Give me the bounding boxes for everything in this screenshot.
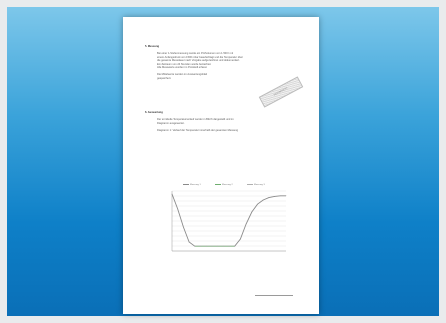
section-two-heading: 6. Auswertung bbox=[145, 111, 163, 114]
section-one-line-1: Bei einer 1-Stufenmessung wurde ein Prüf… bbox=[157, 52, 234, 55]
data-point bbox=[205, 245, 207, 247]
series-line-1 bbox=[171, 193, 286, 247]
section-two-line-2: Diagramm ausgewertet. bbox=[157, 121, 185, 125]
data-point bbox=[268, 197, 270, 198]
chart-legend: Messung 1 Messung 2 Messung 3 bbox=[175, 184, 285, 188]
section-one-line-3: die gesamte Messdauer nach Vorgabe aufge… bbox=[157, 59, 240, 62]
data-point bbox=[251, 211, 253, 213]
data-point bbox=[257, 203, 258, 205]
temperature-chart bbox=[171, 190, 287, 252]
legend-item-3: Messung 3 bbox=[247, 184, 265, 186]
section-one-line-2: einem Anfangsdruck von 1500 mbar beaufsc… bbox=[157, 55, 243, 59]
section-one-heading: 5. Messung bbox=[145, 45, 160, 48]
legend-swatch-2 bbox=[215, 184, 221, 185]
section-one-line-5: Alle Messwerte wurden im Protokoll erfas… bbox=[157, 66, 208, 69]
chart-axes bbox=[171, 191, 286, 252]
axis-lines bbox=[171, 191, 286, 252]
data-point bbox=[188, 241, 190, 243]
section-two-line-1: Der ermittelte Temperaturverlauf wurde i… bbox=[157, 118, 234, 121]
data-point bbox=[228, 245, 230, 247]
data-point bbox=[245, 223, 247, 225]
data-point bbox=[217, 245, 218, 247]
legend-item-1: Messung 1 bbox=[183, 184, 201, 186]
data-point bbox=[240, 238, 241, 240]
legend-item-2: Messung 2 bbox=[215, 184, 233, 186]
data-point bbox=[234, 245, 236, 247]
data-point bbox=[183, 226, 184, 228]
data-point bbox=[171, 193, 173, 195]
section-one-line-4: Ein Zeitraum von 24 Stunden wurde betrac… bbox=[157, 62, 212, 66]
legend-swatch-1 bbox=[183, 184, 189, 185]
data-point bbox=[177, 208, 179, 210]
section-one-line-6: Die Mittelwerte wurden im Auswertungsbla… bbox=[157, 73, 208, 76]
data-point bbox=[274, 196, 275, 197]
chart-gridlines bbox=[172, 190, 286, 252]
chart-series bbox=[171, 193, 287, 247]
diagonal-stamp: PRÜFBERICHT bbox=[258, 76, 304, 108]
footer-rule bbox=[255, 295, 293, 296]
legend-swatch-3 bbox=[247, 184, 253, 185]
document-page: 5. Messung Bei einer 1-Stufenmessung wur… bbox=[123, 17, 319, 314]
data-point bbox=[194, 245, 196, 247]
data-point bbox=[200, 245, 201, 247]
data-point bbox=[285, 195, 287, 197]
data-point bbox=[262, 199, 264, 201]
data-point bbox=[279, 195, 281, 197]
chart-caption: Diagramm 1: Verlauf der Temperatur inner… bbox=[157, 129, 239, 132]
section-one-line-7: gespeichert. bbox=[157, 76, 172, 80]
data-point bbox=[222, 245, 224, 247]
data-point bbox=[211, 245, 213, 247]
